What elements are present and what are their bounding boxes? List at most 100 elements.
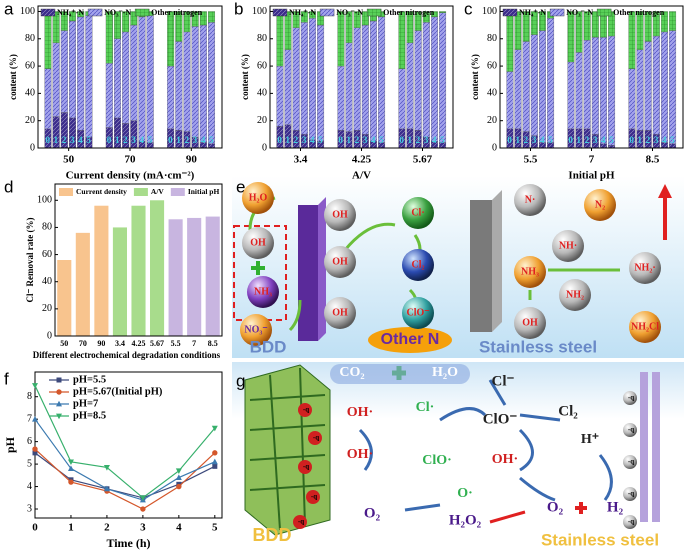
species-sphere xyxy=(514,256,546,288)
bar-segment xyxy=(113,11,121,39)
group-label: 50 xyxy=(63,154,75,166)
charge-sphere xyxy=(623,487,637,501)
bar-segment xyxy=(308,18,316,140)
bar-segment xyxy=(191,26,199,138)
y-tick-label: 100 xyxy=(482,6,497,17)
bar-segment xyxy=(530,34,538,136)
bar-segment xyxy=(130,24,138,121)
legend-swatch xyxy=(596,8,612,17)
bar-segment xyxy=(284,11,292,50)
group-label: 3.4 xyxy=(294,154,308,166)
bar-segment xyxy=(422,11,430,23)
bar-label: 4 xyxy=(371,135,376,145)
bar-segment xyxy=(439,12,447,143)
legend-label: pH=8.5 xyxy=(73,410,106,421)
y-tick-label: 3 xyxy=(27,503,32,514)
marker xyxy=(211,425,218,432)
marker xyxy=(32,450,38,456)
bar-label: 3 xyxy=(70,135,75,145)
species-label: OH· xyxy=(347,405,373,420)
bar-segment xyxy=(292,27,300,131)
bar-segment xyxy=(199,11,207,26)
marker xyxy=(140,506,146,512)
legend-label: Initial pH xyxy=(188,187,220,196)
bar-segment xyxy=(284,49,292,125)
bar xyxy=(57,260,72,336)
bar-segment xyxy=(85,15,93,138)
marker xyxy=(175,474,182,480)
bar-label: 1 xyxy=(176,135,181,145)
bar-segment xyxy=(369,20,377,142)
bar-segment xyxy=(567,61,575,130)
charge-sphere xyxy=(308,431,322,445)
species-label: ClO⁻ xyxy=(406,307,429,318)
group-label: 5.5 xyxy=(524,154,538,166)
species-label: ClO· xyxy=(422,453,452,468)
species-label: OH xyxy=(332,256,348,267)
legend-swatch xyxy=(59,188,73,196)
bar-label: 5 xyxy=(209,135,214,145)
bar-segment xyxy=(422,22,430,138)
charge-label: -q xyxy=(298,518,304,526)
legend-label: Other nitrogen xyxy=(151,8,203,17)
plot-frame xyxy=(34,371,223,519)
group-label: 90 xyxy=(186,154,198,166)
species-label: Cl· xyxy=(411,207,424,218)
y-tick-label: 60 xyxy=(487,60,497,71)
bar-segment xyxy=(538,11,546,31)
species-label: NO₃⁻ xyxy=(244,324,267,335)
bar-segment xyxy=(538,30,546,143)
panel-label: b xyxy=(234,0,243,18)
bar-segment xyxy=(599,37,607,145)
bar-segment xyxy=(300,22,308,135)
bar-segment xyxy=(522,11,530,42)
bar-segment xyxy=(522,41,530,132)
label-ellipse xyxy=(368,327,452,353)
charge-sphere xyxy=(623,515,637,529)
legend-swatch xyxy=(134,8,150,17)
bar-label: 2 xyxy=(184,135,189,145)
bar-segment xyxy=(276,65,284,127)
x-axis-label: Time (h) xyxy=(106,536,150,550)
species-label: H₂O xyxy=(432,365,458,380)
species-label: O· xyxy=(457,486,473,501)
panel-label: c xyxy=(464,0,473,18)
legend-label: Current density xyxy=(76,187,127,196)
legend-label: NO₃⁻-N xyxy=(566,8,593,17)
species-sphere xyxy=(629,252,661,284)
y-tick-label: 0 xyxy=(30,142,35,153)
charge-label: -q xyxy=(303,406,309,414)
x-tick-label: 5.67 xyxy=(150,339,164,348)
series-line xyxy=(34,385,216,499)
bar-label: 0 xyxy=(277,135,282,145)
x-tick-label: 3.4 xyxy=(115,339,125,348)
species-label: NH₂· xyxy=(634,262,655,273)
arrow xyxy=(489,510,526,524)
bar-segment xyxy=(175,41,183,131)
bar-segment xyxy=(52,42,60,117)
bar-label: 0 xyxy=(568,135,573,145)
bar-label: 1 xyxy=(347,135,352,145)
panel-label: d xyxy=(4,177,13,196)
marker xyxy=(103,485,110,492)
panel-label: e xyxy=(236,177,245,196)
plot-frame xyxy=(37,5,223,149)
legend-label: pH=5.67(Initial pH) xyxy=(73,386,163,397)
x-axis-label: A/V xyxy=(352,170,371,182)
bar-label: 5 xyxy=(86,135,91,145)
bar-segment xyxy=(292,11,300,28)
bar-label: 3 xyxy=(654,135,659,145)
bar-segment xyxy=(183,11,191,33)
marker xyxy=(67,459,74,466)
series-line xyxy=(34,448,216,510)
species-label: NH₃ xyxy=(254,286,272,297)
species-sphere xyxy=(514,184,546,216)
bar-label: 2 xyxy=(416,135,421,145)
charge-label: -q xyxy=(303,463,309,471)
legend-label: NH₄⁺-N xyxy=(519,8,546,17)
bar-label: 5 xyxy=(609,135,614,145)
charge-sphere xyxy=(306,490,320,504)
y-tick-label: 5 xyxy=(27,458,32,469)
marker xyxy=(32,415,38,422)
bar-segment xyxy=(77,11,85,18)
